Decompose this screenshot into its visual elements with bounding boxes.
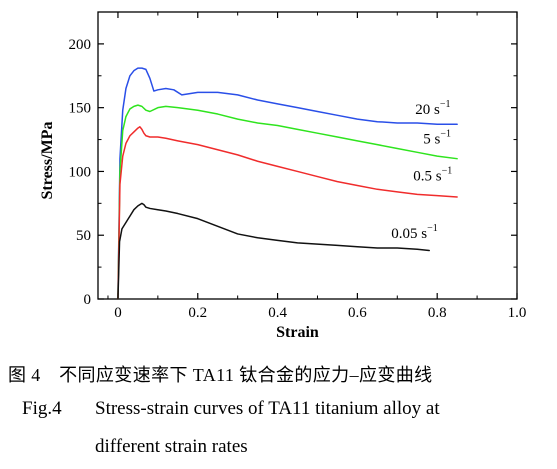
figure-caption-english-line1: Fig.4 Stress-strain curves of TA11 titani… [22, 398, 440, 420]
curve-label-0: 20 s−1 [415, 99, 450, 118]
series-line-0 [117, 67, 458, 300]
series-line-3 [117, 202, 430, 300]
curve-label-exponent: −1 [440, 99, 451, 110]
curve-label-exponent: −1 [427, 223, 438, 234]
series-line-1 [117, 104, 458, 300]
y-tick-label: 200 [69, 37, 92, 53]
figure-caption-chinese: 图 4 不同应变速率下 TA11 钛合金的应力–应变曲线 [8, 365, 433, 385]
y-tick-label: 50 [76, 228, 91, 244]
figure-number: Fig.4 [22, 398, 62, 419]
curve-label-exponent: −1 [440, 128, 451, 139]
caption-en-text-1: Stress-strain curves of TA11 titanium al… [95, 398, 440, 419]
y-tick-label: 0 [84, 292, 92, 308]
x-axis-label: Strain [276, 324, 319, 341]
figure-caption-english-line2: different strain rates [95, 436, 248, 457]
x-tick-label: 0.6 [348, 305, 367, 321]
curve-label-3: 0.05 s−1 [391, 223, 437, 242]
curve-label-2: 0.5 s−1 [413, 165, 452, 184]
y-tick-label: 100 [69, 164, 92, 180]
x-tick-label: 0.8 [428, 305, 447, 321]
plot-frame [97, 11, 518, 300]
x-tick-label: 0.2 [188, 305, 207, 321]
y-tick-label: 150 [69, 101, 92, 117]
curve-label-exponent: −1 [442, 165, 453, 176]
stress-strain-chart: 0 0.2 0.4 0.6 0.8 1.0 0 50 100 150 200 Strain Stress… [39, 11, 527, 341]
curve-label-1: 5 s−1 [423, 128, 451, 147]
y-axis-label: Stress/MPa [39, 122, 56, 200]
series-line-2 [117, 126, 458, 300]
x-tick-label: 0.4 [268, 305, 287, 321]
x-tick-label: 0 [114, 305, 122, 321]
x-tick-label: 1.0 [508, 305, 527, 321]
